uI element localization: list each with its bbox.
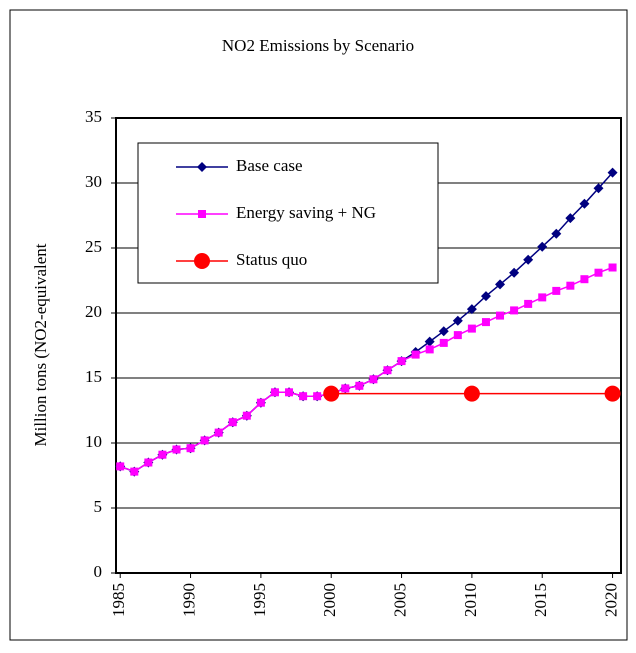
square-marker: [439, 338, 448, 347]
square-marker: [453, 331, 462, 340]
square-marker: [566, 281, 575, 290]
y-tick-label: 15: [85, 367, 102, 386]
x-tick-label: 1995: [250, 583, 269, 617]
square-marker: [369, 375, 378, 384]
circle-marker: [463, 385, 480, 402]
square-marker: [496, 311, 505, 320]
diamond-marker: [593, 183, 604, 194]
diamond-marker: [509, 267, 520, 278]
square-marker: [130, 467, 139, 476]
square-marker: [285, 388, 294, 397]
square-marker: [256, 398, 265, 407]
x-tick-label: 2010: [461, 583, 480, 617]
square-marker: [158, 450, 167, 459]
square-marker: [116, 462, 125, 471]
y-tick-label: 10: [85, 432, 102, 451]
square-marker: [214, 428, 223, 437]
y-tick-label: 25: [85, 237, 102, 256]
legend-label: Status quo: [236, 250, 307, 269]
x-tick-label: 2005: [390, 583, 409, 617]
legend-label: Energy saving + NG: [236, 203, 376, 222]
circle-marker: [194, 253, 210, 269]
square-marker: [467, 324, 476, 333]
y-tick-label: 30: [85, 172, 102, 191]
y-axis-label: Million tons (NO2-equivalent: [31, 243, 50, 446]
y-tick-label: 5: [94, 497, 103, 516]
y-tick-label: 0: [94, 562, 103, 581]
square-marker: [228, 418, 237, 427]
square-marker: [510, 306, 519, 315]
square-marker: [608, 263, 617, 272]
square-marker: [355, 381, 364, 390]
x-tick-label: 2000: [320, 583, 339, 617]
diamond-marker: [466, 304, 477, 315]
square-marker: [200, 436, 209, 445]
chart-title: NO2 Emissions by Scenario: [222, 36, 414, 55]
circle-marker: [323, 385, 340, 402]
square-marker: [580, 275, 589, 284]
square-marker: [242, 411, 251, 420]
x-tick-label: 2015: [531, 583, 550, 617]
y-tick-label: 35: [85, 107, 102, 126]
square-marker: [425, 345, 434, 354]
square-marker: [552, 286, 561, 295]
plot-border: [115, 117, 622, 574]
diamond-marker: [424, 336, 435, 347]
square-marker: [299, 392, 308, 401]
x-tick-label: 1990: [179, 583, 198, 617]
diamond-marker: [197, 162, 207, 172]
square-marker: [341, 384, 350, 393]
diamond-marker: [523, 254, 534, 265]
square-marker: [144, 458, 153, 467]
x-tick-label: 1985: [109, 583, 128, 617]
square-marker: [524, 299, 533, 308]
diamond-marker: [579, 198, 590, 209]
diamond-marker: [452, 315, 463, 326]
diamond-marker: [607, 167, 618, 178]
diamond-marker: [565, 213, 576, 224]
square-marker: [481, 318, 490, 327]
y-tick-label: 20: [85, 302, 102, 321]
square-marker: [411, 350, 420, 359]
diamond-marker: [551, 228, 562, 239]
x-tick-label: 2020: [601, 583, 620, 617]
diamond-marker: [495, 279, 506, 290]
square-marker: [270, 388, 279, 397]
diamond-marker: [480, 291, 491, 302]
square-marker: [172, 445, 181, 454]
square-marker: [594, 268, 603, 277]
diamond-marker: [537, 241, 548, 252]
square-marker: [198, 210, 206, 218]
square-marker: [186, 444, 195, 453]
square-marker: [313, 392, 322, 401]
square-marker: [397, 357, 406, 366]
circle-marker: [604, 385, 621, 402]
square-marker: [383, 366, 392, 375]
square-marker: [538, 293, 547, 302]
diamond-marker: [438, 326, 449, 337]
legend-label: Base case: [236, 156, 303, 175]
